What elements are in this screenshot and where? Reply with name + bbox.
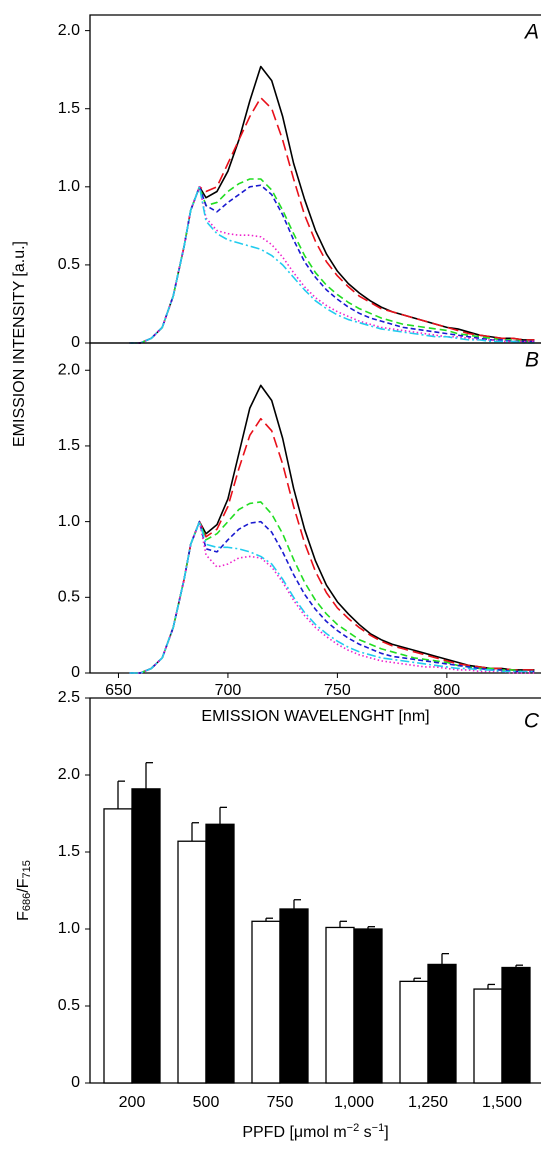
y-tick-label: 0 [71, 664, 80, 681]
bar [131, 788, 161, 1084]
spectrum-line [129, 65, 535, 344]
y-tick-label: 2.0 [58, 766, 80, 783]
y-tick-label: 0.5 [58, 589, 80, 606]
y-axis-label: EMISSION INTENSITY [a.u.] [11, 241, 28, 447]
x-tick-label: 1,000 [334, 1094, 374, 1111]
y-tick-label: 1.5 [58, 100, 80, 117]
bar [501, 966, 531, 1084]
y-tick-label: 1.0 [58, 920, 80, 937]
y-tick-label: 1.0 [58, 178, 80, 195]
spectrum-line [129, 178, 535, 344]
spectrum-line [129, 501, 535, 674]
x-axis-label: PPFD [μmol m−2 s−1] [242, 1122, 388, 1141]
x-tick-label: 200 [119, 1094, 146, 1111]
spectrum-line [129, 520, 535, 674]
y-tick-label: 0 [71, 334, 80, 351]
spectrum-line [129, 384, 535, 674]
y-tick-label: 1.5 [58, 843, 80, 860]
y-tick-label: 1.0 [58, 513, 80, 530]
spectrum-line [129, 184, 535, 344]
panel-label: B [525, 349, 539, 372]
x-axis-label-part: ] [384, 1124, 388, 1141]
bar [205, 823, 235, 1084]
bar [353, 928, 383, 1084]
x-tick-label: 700 [215, 682, 242, 699]
y-axis-label-part: 715 [21, 860, 33, 878]
x-tick-label: 1,250 [408, 1094, 448, 1111]
axis-frame [89, 697, 541, 1084]
y-tick-label: 2.0 [58, 22, 80, 39]
x-tick-label: 750 [324, 682, 351, 699]
bar [325, 926, 355, 1084]
bar [251, 920, 281, 1084]
x-axis-label-part: s [359, 1124, 371, 1141]
y-axis-label-part: /F [15, 878, 32, 892]
x-tick-label: 750 [267, 1094, 294, 1111]
axis-frame [89, 342, 541, 674]
y-axis-label-part: F [15, 911, 32, 921]
panel-label: C [524, 710, 540, 733]
x-axis-label: EMISSION WAVELENGHT [nm] [201, 708, 429, 725]
spectrum-line [129, 186, 535, 344]
y-tick-label: 1.5 [58, 437, 80, 454]
bar [279, 908, 309, 1084]
spectrum-line [129, 96, 535, 344]
y-tick-label: 2.0 [58, 361, 80, 378]
spectrum-line [129, 520, 535, 674]
axis-frame [89, 14, 541, 344]
bar [473, 988, 503, 1084]
x-axis-label-part: PPFD [μmol m [242, 1124, 346, 1141]
bar [103, 808, 133, 1084]
x-tick-label: 650 [105, 682, 132, 699]
y-tick-label: 0.5 [58, 997, 80, 1014]
x-tick-label: 1,500 [482, 1094, 522, 1111]
spectrum-line [129, 186, 535, 344]
x-tick-label: 800 [434, 682, 461, 699]
spectrum-line [129, 520, 535, 674]
y-tick-label: 2.5 [58, 689, 80, 706]
x-axis-label-part: −1 [372, 1122, 385, 1134]
y-axis-label: F686/F715 [15, 860, 33, 921]
y-axis-label-part: 686 [21, 893, 33, 911]
panel-label: A [523, 21, 539, 44]
y-tick-label: 0 [71, 1074, 80, 1091]
y-tick-label: 0.5 [58, 256, 80, 273]
bar [177, 840, 207, 1084]
x-axis-label-part: −2 [347, 1122, 360, 1134]
x-tick-label: 500 [193, 1094, 220, 1111]
bar [427, 963, 457, 1084]
bar [399, 980, 429, 1084]
